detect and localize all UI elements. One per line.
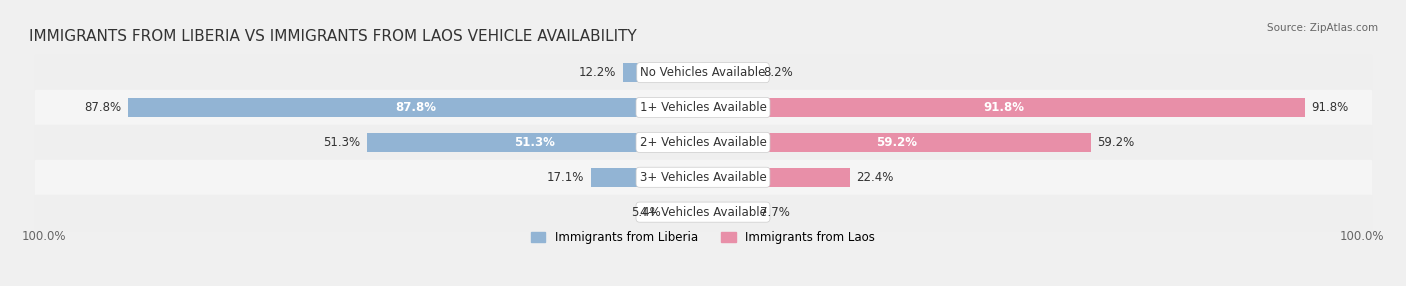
Text: 4+ Vehicles Available: 4+ Vehicles Available [640,206,766,219]
Text: 91.8%: 91.8% [983,101,1024,114]
Bar [668,202,703,222]
Bar [48,90,1358,125]
Text: 51.3%: 51.3% [323,136,360,149]
Legend: Immigrants from Liberia, Immigrants from Laos: Immigrants from Liberia, Immigrants from… [526,225,880,250]
Bar [35,90,1371,125]
Text: No Vehicles Available: No Vehicles Available [640,66,766,79]
Text: 7.7%: 7.7% [761,206,790,219]
Text: Source: ZipAtlas.com: Source: ZipAtlas.com [1267,23,1378,33]
Bar [128,98,703,117]
Text: 1+ Vehicles Available: 1+ Vehicles Available [640,101,766,114]
Text: 3+ Vehicles Available: 3+ Vehicles Available [640,171,766,184]
Bar [35,125,1371,160]
Text: 2+ Vehicles Available: 2+ Vehicles Available [640,136,766,149]
Bar [703,63,756,82]
Bar [703,133,1091,152]
Text: 100.0%: 100.0% [1340,230,1385,243]
Bar [48,160,1358,195]
Text: 8.2%: 8.2% [763,66,793,79]
Text: IMMIGRANTS FROM LIBERIA VS IMMIGRANTS FROM LAOS VEHICLE AVAILABILITY: IMMIGRANTS FROM LIBERIA VS IMMIGRANTS FR… [28,29,637,44]
Text: 59.2%: 59.2% [1098,136,1135,149]
Bar [48,125,1358,160]
Text: 22.4%: 22.4% [856,171,894,184]
Text: 87.8%: 87.8% [84,101,121,114]
Bar [35,55,1371,90]
Text: 91.8%: 91.8% [1310,101,1348,114]
Bar [591,168,703,187]
Bar [48,55,1358,90]
Bar [35,160,1371,195]
Bar [703,168,849,187]
Text: 5.4%: 5.4% [631,206,661,219]
Text: 51.3%: 51.3% [515,136,555,149]
Bar [623,63,703,82]
Text: 87.8%: 87.8% [395,101,436,114]
Text: 100.0%: 100.0% [21,230,66,243]
Bar [703,98,1305,117]
Text: 59.2%: 59.2% [876,136,918,149]
Text: 12.2%: 12.2% [579,66,616,79]
Bar [703,202,754,222]
Bar [48,195,1358,230]
Text: 17.1%: 17.1% [547,171,585,184]
Bar [35,195,1371,230]
Bar [367,133,703,152]
